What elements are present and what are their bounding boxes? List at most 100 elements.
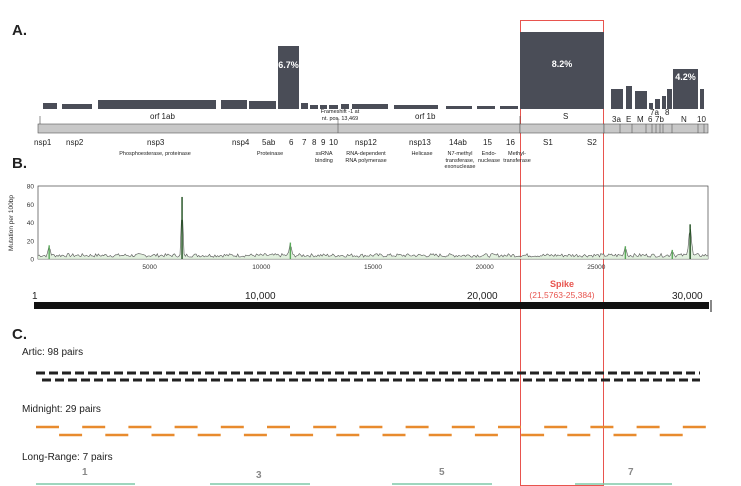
nsp-label-s1: S1 [543,138,553,147]
desc-nsp15: Endo- nuclease [477,151,501,164]
desc-nsp16: Methyl- transferase [503,151,531,164]
nsp-label-16: 16 [506,138,515,147]
bar-nsp8 [310,105,318,109]
panel-label-a: A. [12,22,27,39]
nsp-label-9: 9 [321,138,326,147]
long-range-label-7: 7 [628,467,634,478]
artic-amplicons [36,371,700,382]
orf-label-n: N [681,115,687,124]
orf-label-6: 6 [648,115,653,124]
pct-s: 8.2% [551,59,573,69]
bar-e [626,86,632,109]
nsp-label-nsp4: nsp4 [232,138,250,147]
orf-label-7b: 7b [655,115,664,124]
orf-label-s: S [563,112,569,121]
x-tick-label: 5000 [142,264,157,271]
bar-nsp4 [221,100,247,109]
x-tick-label: 20000 [476,264,494,271]
nsp-label-nsp1: nsp1 [34,138,52,147]
desc-nsp3: Phosphoesterase, proteinase [119,151,191,157]
desc-nsp5: Proteinase [256,151,284,157]
long-range-label-5: 5 [439,467,445,478]
genome-ruler [34,300,712,312]
orf-label-8: 8 [665,108,670,117]
ruler-tick-30000: 30,000 [672,291,703,302]
ruler-bar [34,302,709,309]
nsp-label-10: 10 [329,138,338,147]
long-range-title: Long-Range: 7 pairs [22,452,113,463]
nsp-label-nsp3: nsp3 [147,138,165,147]
y-tick-label: 40 [27,220,35,227]
nsp-label-6: 6 [289,138,294,147]
nsp-label-s2: S2 [587,138,597,147]
ruler-tick-1: 1 [32,291,38,302]
nsp-label-nsp12: nsp12 [355,138,377,147]
panel-label-c: C. [12,326,27,343]
x-tick-label: 25000 [587,264,605,271]
orf-label-10: 10 [697,115,706,124]
x-tick-label: 10000 [252,264,270,271]
long-range-label-1: 1 [82,467,88,478]
bar-8 [667,89,672,109]
spike-range: (21,5763-25,384) [529,290,595,300]
mutation-chart: 0 20 40 60 80 5000 10000 15000 20000 25000 Mutat… [8,184,709,271]
bar-nsp6 [278,46,299,109]
genome-bar-s [519,123,605,134]
nsp-label-nsp13: nsp13 [409,138,431,147]
nsp-label-8: 8 [312,138,317,147]
spike-title: Spike [549,279,574,289]
panel-a-bars [37,32,709,134]
orf-label-orf1ab: orf 1ab [150,112,175,121]
midnight-amplicons [36,425,706,437]
mutation-area [38,220,708,259]
nsp-label-nsp2: nsp2 [66,138,84,147]
bar-nsp10 [329,105,338,109]
artic-title: Artic: 98 pairs [22,347,84,358]
desc-nsp9: ssRNA binding [315,151,333,164]
bar-nsp11 [341,104,349,109]
bar-nsp3 [98,100,216,109]
bar-nsp9 [320,105,327,109]
y-axis-label: Mutation per 100bp [8,195,15,251]
y-tick-label: 80 [27,184,35,191]
bar-m [635,91,647,109]
bar-nsp14 [446,106,472,109]
bar-7b [662,96,666,109]
ruler-tick-20000: 20,000 [467,291,498,302]
bar-nsp7 [301,103,308,109]
orf-label-orf1b: orf 1b [415,112,436,121]
nsp-label-7: 7 [302,138,307,147]
orf-label-m: M [637,115,644,124]
nsp-label-5ab: 5ab [262,138,276,147]
bar-nsp15 [477,106,495,109]
bar-nsp5 [249,101,276,109]
pct-nsp6: 6.7% [278,60,299,70]
desc-nsp12: RNA-dependent RNA polymerase [345,151,387,164]
y-tick-label: 20 [27,238,35,245]
nsp-label-15: 15 [483,138,492,147]
bar-nsp12 [352,104,388,109]
ruler-tick-10000: 10,000 [245,291,276,302]
y-tick-label: 60 [27,202,35,209]
genome-bar-orf1ab [37,123,521,134]
midnight-title: Midnight: 29 pairs [22,404,101,415]
orf-label-e: E [626,115,632,124]
orf-label-3a: 3a [612,115,621,124]
bar-3a [611,89,623,109]
frameshift-note: Frameshift -1 at nt. pos. 13,469 [320,109,360,122]
orf-label-7a: 7a [650,108,659,117]
desc-nsp13: Helicase [411,151,433,157]
bar-s [520,32,604,109]
desc-nsp14: N7-methyl transferase, exonuclease [444,151,476,170]
long-range-label-3: 3 [256,470,262,481]
bar-nsp1 [43,103,57,109]
bar-6 [649,103,653,109]
mutation-line [37,219,709,258]
bar-nsp16 [500,106,518,109]
y-tick-label: 0 [30,257,34,264]
panel-label-b: B. [12,155,27,172]
nsp-label-14ab: 14ab [449,138,467,147]
bar-10 [700,89,704,109]
bar-n [673,69,698,109]
amplicon-tracks [36,371,706,485]
